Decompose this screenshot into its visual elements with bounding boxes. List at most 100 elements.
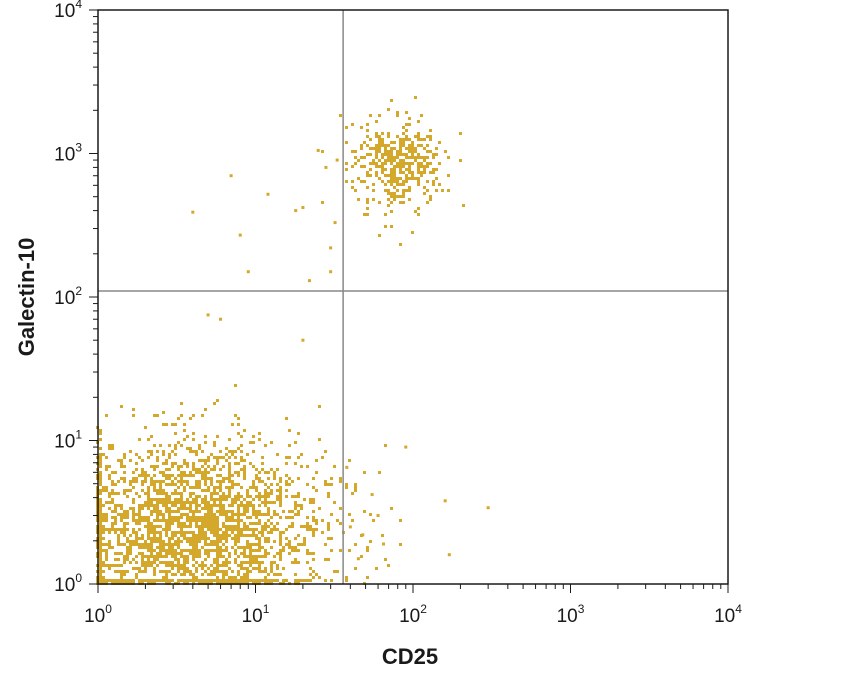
data-point bbox=[120, 570, 123, 573]
data-point bbox=[376, 514, 380, 518]
data-point bbox=[189, 417, 192, 420]
data-point bbox=[210, 492, 213, 495]
data-point bbox=[399, 165, 402, 168]
data-point bbox=[369, 162, 372, 165]
data-point bbox=[312, 552, 315, 555]
data-point bbox=[171, 561, 174, 564]
data-point bbox=[144, 579, 147, 582]
data-point bbox=[153, 534, 156, 537]
data-point bbox=[264, 537, 267, 540]
data-point bbox=[186, 558, 189, 561]
data-point bbox=[447, 156, 450, 159]
data-point bbox=[138, 438, 141, 441]
data-point bbox=[357, 159, 360, 162]
data-point bbox=[249, 486, 252, 489]
data-point bbox=[102, 513, 105, 516]
data-point bbox=[204, 525, 207, 528]
data-point bbox=[204, 474, 207, 477]
data-point bbox=[159, 546, 162, 549]
data-point bbox=[156, 450, 159, 453]
data-point bbox=[231, 525, 234, 528]
data-point bbox=[273, 540, 276, 543]
data-point bbox=[195, 522, 198, 525]
data-point bbox=[186, 540, 189, 543]
data-point bbox=[180, 504, 183, 507]
data-point bbox=[174, 549, 177, 552]
data-point bbox=[396, 135, 399, 138]
data-point bbox=[183, 522, 186, 525]
data-point bbox=[381, 138, 384, 141]
data-point bbox=[234, 525, 237, 528]
x-tick-label: 103 bbox=[557, 602, 585, 627]
data-point bbox=[111, 471, 114, 474]
data-point bbox=[192, 414, 195, 417]
data-point bbox=[345, 486, 348, 489]
data-point bbox=[153, 570, 156, 573]
data-point bbox=[162, 498, 165, 501]
data-point bbox=[195, 561, 198, 564]
data-point bbox=[186, 462, 189, 465]
data-point bbox=[432, 156, 435, 159]
data-point bbox=[231, 453, 234, 456]
data-point bbox=[330, 513, 333, 516]
data-point bbox=[144, 570, 147, 573]
data-point bbox=[210, 579, 213, 582]
data-point bbox=[168, 528, 171, 531]
data-point bbox=[177, 540, 180, 543]
data-point bbox=[222, 537, 225, 540]
data-point bbox=[99, 447, 102, 450]
data-point bbox=[165, 570, 168, 573]
data-point bbox=[129, 579, 132, 582]
data-point bbox=[264, 498, 267, 501]
data-point bbox=[294, 513, 297, 516]
data-point bbox=[117, 579, 120, 582]
data-point bbox=[354, 543, 357, 546]
data-point bbox=[156, 501, 159, 504]
data-point bbox=[237, 540, 240, 543]
data-point bbox=[195, 504, 198, 507]
data-point bbox=[174, 423, 177, 426]
data-point bbox=[228, 465, 231, 468]
data-point bbox=[309, 567, 312, 570]
data-point bbox=[189, 570, 192, 573]
data-point bbox=[276, 483, 279, 486]
data-point bbox=[348, 513, 351, 516]
data-point bbox=[396, 114, 399, 117]
data-point bbox=[216, 525, 219, 528]
quadrant-gates bbox=[98, 10, 728, 584]
data-point bbox=[378, 150, 381, 153]
data-point bbox=[255, 549, 258, 552]
data-point bbox=[144, 525, 147, 528]
data-point bbox=[120, 543, 123, 546]
data-point bbox=[249, 570, 252, 573]
data-point bbox=[132, 507, 135, 510]
data-point bbox=[138, 570, 141, 573]
data-point bbox=[159, 492, 162, 495]
data-point bbox=[246, 489, 249, 492]
data-point bbox=[285, 543, 288, 546]
data-point bbox=[114, 504, 117, 507]
data-point bbox=[330, 537, 333, 540]
data-point bbox=[144, 561, 147, 564]
data-point bbox=[285, 483, 288, 486]
data-point bbox=[258, 480, 261, 483]
data-point bbox=[387, 564, 390, 567]
data-point bbox=[354, 483, 357, 486]
data-point bbox=[306, 528, 309, 531]
data-point bbox=[150, 513, 153, 516]
data-point bbox=[147, 498, 150, 501]
data-point bbox=[366, 198, 369, 201]
data-point bbox=[399, 159, 402, 162]
data-point bbox=[219, 546, 222, 549]
data-point bbox=[329, 246, 333, 250]
data-point bbox=[258, 519, 261, 522]
data-point bbox=[306, 561, 309, 564]
data-point bbox=[237, 537, 240, 540]
data-point bbox=[405, 129, 408, 132]
data-point bbox=[204, 504, 207, 507]
data-point bbox=[258, 498, 261, 501]
data-point bbox=[255, 534, 258, 537]
data-point bbox=[135, 573, 138, 576]
data-point bbox=[171, 492, 174, 495]
